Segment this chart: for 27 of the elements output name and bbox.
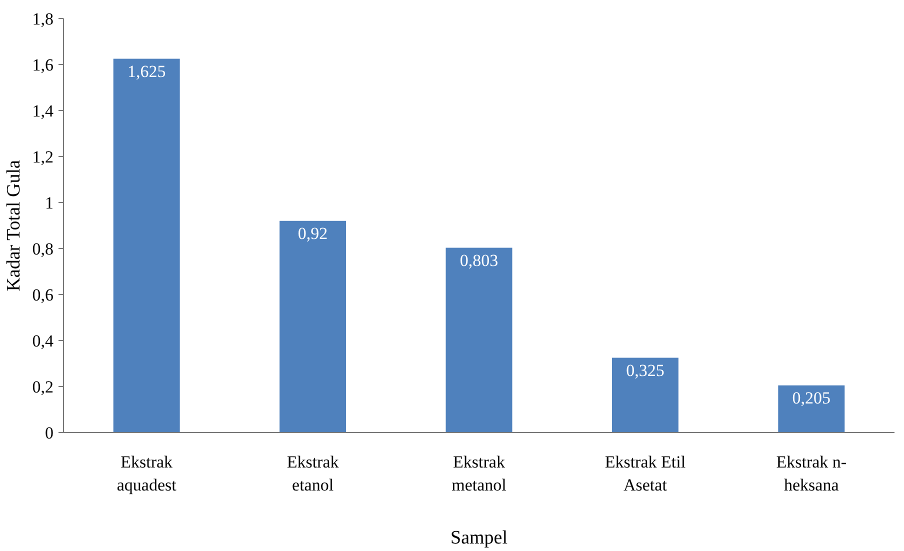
bar bbox=[778, 385, 845, 432]
y-axis-title: Kadar Total Gula bbox=[3, 159, 24, 292]
data-label: 0,92 bbox=[298, 224, 328, 243]
data-label: 1,625 bbox=[127, 62, 166, 81]
x-tick-label: Ekstrak etanol bbox=[286, 452, 340, 494]
x-axis-title: Sampel bbox=[450, 527, 508, 548]
y-tick-label: 0,8 bbox=[32, 240, 54, 258]
y-tick-label: 0,2 bbox=[32, 378, 54, 396]
data-label: 0,325 bbox=[626, 360, 664, 380]
x-tick-label: Ekstrak n- heksana bbox=[776, 452, 847, 494]
bar bbox=[113, 58, 180, 432]
y-tick-label: 1,8 bbox=[32, 10, 54, 28]
data-label: 0,803 bbox=[460, 250, 498, 270]
y-tick-label: 1,2 bbox=[32, 148, 54, 166]
y-tick-label: 0,6 bbox=[32, 286, 54, 304]
bar bbox=[446, 248, 512, 432]
bar bbox=[612, 358, 678, 432]
x-tick-label: Ekstrak metanol bbox=[452, 452, 507, 494]
y-tick-label: 1,4 bbox=[32, 102, 54, 120]
y-tick-label: 1 bbox=[45, 194, 54, 212]
data-label: 0,205 bbox=[792, 388, 831, 408]
x-tick-label: Ekstrak aquadest bbox=[116, 452, 177, 494]
y-tick-label: 1,6 bbox=[32, 56, 54, 74]
y-tick-label: 0 bbox=[45, 424, 54, 442]
bar bbox=[280, 220, 346, 432]
x-tick-label: Ekstrak Etil Asetat bbox=[604, 452, 686, 494]
y-tick-label: 0,4 bbox=[32, 332, 54, 350]
